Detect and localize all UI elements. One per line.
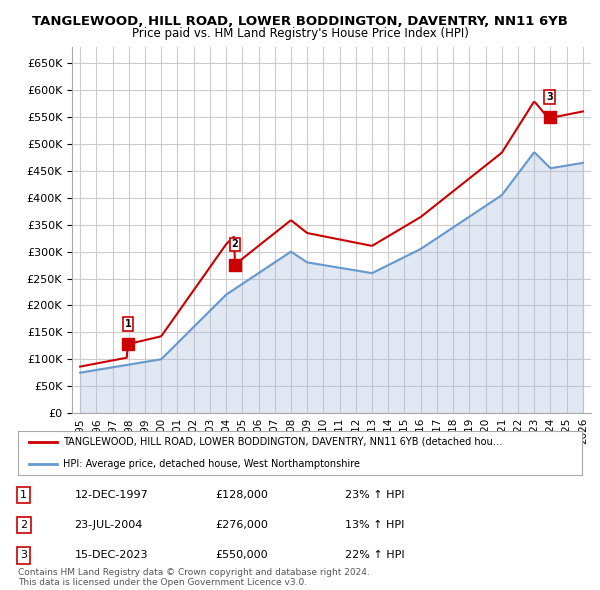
Text: 2: 2 (232, 240, 238, 250)
Text: 22% ↑ HPI: 22% ↑ HPI (345, 550, 405, 560)
Text: 1: 1 (20, 490, 27, 500)
Text: £128,000: £128,000 (215, 490, 268, 500)
Text: 1: 1 (125, 319, 131, 329)
Text: 2: 2 (20, 520, 27, 530)
Text: £550,000: £550,000 (215, 550, 268, 560)
Text: HPI: Average price, detached house, West Northamptonshire: HPI: Average price, detached house, West… (63, 459, 360, 469)
Text: £276,000: £276,000 (215, 520, 268, 530)
Text: 12-DEC-1997: 12-DEC-1997 (74, 490, 148, 500)
Text: 3: 3 (547, 92, 553, 102)
Text: 23% ↑ HPI: 23% ↑ HPI (345, 490, 404, 500)
Text: 23-JUL-2004: 23-JUL-2004 (74, 520, 143, 530)
Text: Contains HM Land Registry data © Crown copyright and database right 2024.
This d: Contains HM Land Registry data © Crown c… (18, 568, 370, 587)
Text: Price paid vs. HM Land Registry's House Price Index (HPI): Price paid vs. HM Land Registry's House … (131, 27, 469, 40)
Text: 13% ↑ HPI: 13% ↑ HPI (345, 520, 404, 530)
Text: 15-DEC-2023: 15-DEC-2023 (74, 550, 148, 560)
Text: TANGLEWOOD, HILL ROAD, LOWER BODDINGTON, DAVENTRY, NN11 6YB (detached hou…: TANGLEWOOD, HILL ROAD, LOWER BODDINGTON,… (63, 437, 503, 447)
Text: 3: 3 (20, 550, 27, 560)
Text: TANGLEWOOD, HILL ROAD, LOWER BODDINGTON, DAVENTRY, NN11 6YB: TANGLEWOOD, HILL ROAD, LOWER BODDINGTON,… (32, 15, 568, 28)
